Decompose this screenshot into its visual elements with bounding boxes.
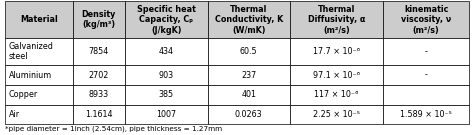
Text: 237: 237 — [241, 71, 256, 80]
Bar — [73, 85, 125, 104]
Bar — [73, 38, 125, 65]
Bar — [208, 1, 290, 38]
Text: 401: 401 — [241, 90, 256, 99]
Bar — [290, 38, 383, 65]
Bar — [383, 1, 469, 38]
Bar — [290, 104, 383, 124]
Text: 60.5: 60.5 — [240, 47, 257, 56]
Text: 2702: 2702 — [89, 71, 109, 80]
Bar — [5, 38, 73, 65]
Text: Copper: Copper — [9, 90, 38, 99]
Text: Aluminium: Aluminium — [9, 71, 52, 80]
Bar — [125, 85, 208, 104]
Text: Air: Air — [9, 110, 19, 119]
Text: 903: 903 — [159, 71, 174, 80]
Bar — [5, 85, 73, 104]
Text: 8933: 8933 — [89, 90, 109, 99]
Bar — [208, 104, 290, 124]
Bar — [125, 1, 208, 38]
Bar — [5, 65, 73, 85]
Text: Thermal
Conductivity, K
(W/mK): Thermal Conductivity, K (W/mK) — [215, 5, 283, 35]
Bar — [290, 1, 383, 38]
Text: -: - — [425, 71, 428, 80]
Bar — [383, 104, 469, 124]
Bar — [383, 65, 469, 85]
Bar — [290, 65, 383, 85]
Text: 17.7 × 10⁻⁶: 17.7 × 10⁻⁶ — [313, 47, 360, 56]
Text: kinematic
viscosity, ν
(m²/s): kinematic viscosity, ν (m²/s) — [401, 5, 451, 35]
Text: Density
(kg/m³): Density (kg/m³) — [82, 10, 116, 29]
Text: -: - — [425, 47, 428, 56]
Text: 385: 385 — [159, 90, 174, 99]
Bar — [73, 1, 125, 38]
Bar — [125, 38, 208, 65]
Bar — [290, 85, 383, 104]
Text: 434: 434 — [159, 47, 174, 56]
Bar — [208, 85, 290, 104]
Text: Galvanized
steel: Galvanized steel — [9, 42, 54, 61]
Text: *pipe diameter = 1inch (2.54cm), pipe thickness = 1.27mm: *pipe diameter = 1inch (2.54cm), pipe th… — [5, 126, 222, 132]
Text: 7854: 7854 — [89, 47, 109, 56]
Text: Specific heat
Capacity, Cₚ
(J/kgK): Specific heat Capacity, Cₚ (J/kgK) — [137, 5, 196, 35]
Bar — [383, 38, 469, 65]
Text: 1.589 × 10⁻⁵: 1.589 × 10⁻⁵ — [400, 110, 452, 119]
Bar — [125, 65, 208, 85]
Bar — [383, 85, 469, 104]
Text: Material: Material — [20, 15, 57, 24]
Bar — [73, 104, 125, 124]
Bar — [5, 1, 73, 38]
Text: 0.0263: 0.0263 — [235, 110, 263, 119]
Text: 117 × 10⁻⁶: 117 × 10⁻⁶ — [314, 90, 359, 99]
Bar — [208, 65, 290, 85]
Text: Thermal
Diffusivity, α
(m²/s): Thermal Diffusivity, α (m²/s) — [308, 5, 365, 35]
Text: 1007: 1007 — [156, 110, 176, 119]
Text: 1.1614: 1.1614 — [85, 110, 113, 119]
Bar — [73, 65, 125, 85]
Bar — [125, 104, 208, 124]
Text: 2.25 × 10⁻⁵: 2.25 × 10⁻⁵ — [313, 110, 360, 119]
Bar — [208, 38, 290, 65]
Bar — [5, 104, 73, 124]
Text: 97.1 × 10⁻⁶: 97.1 × 10⁻⁶ — [313, 71, 360, 80]
